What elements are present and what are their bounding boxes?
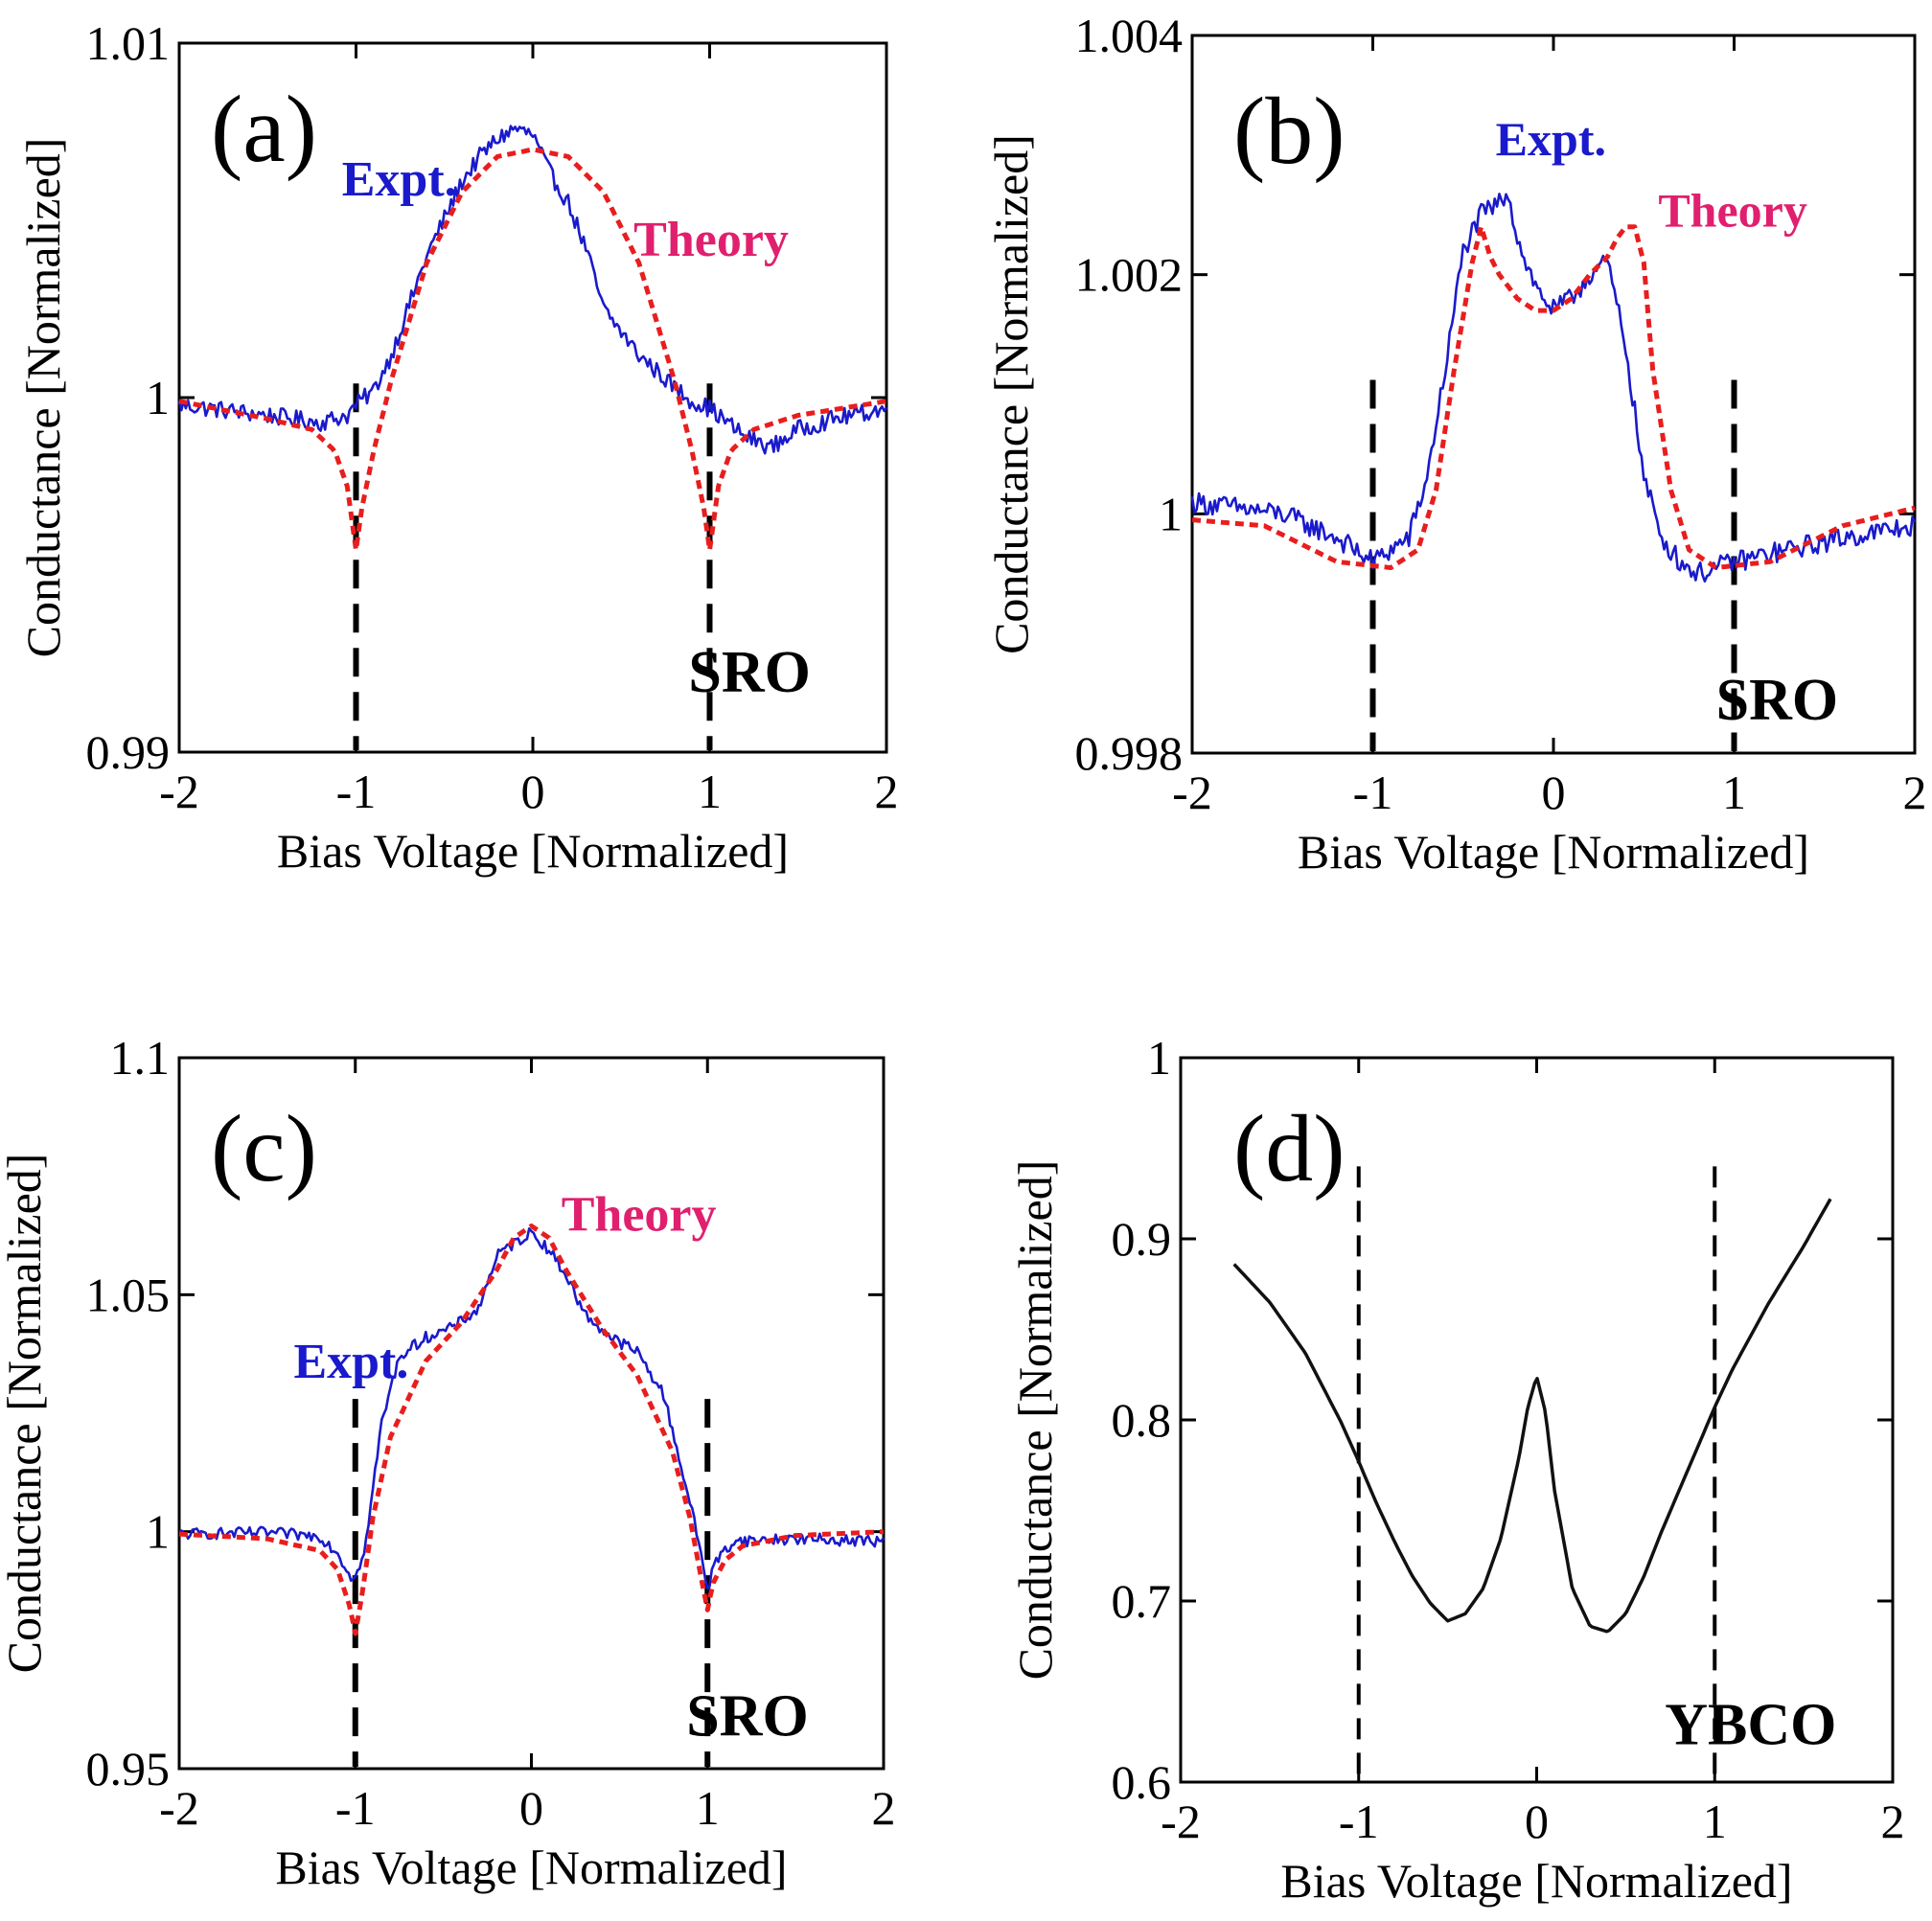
x-tick-label: 1 (1703, 1795, 1727, 1848)
x-tick-label: 0 (521, 765, 545, 818)
series-label: Expt. (293, 1335, 408, 1389)
theory-curve (1191, 224, 1916, 570)
x-tick-label: 2 (872, 1781, 896, 1835)
y-tick-label: 0.9 (1112, 1212, 1172, 1266)
x-tick-label: -1 (336, 765, 377, 818)
expt-curve (177, 125, 888, 455)
x-tick-label: 1 (698, 765, 722, 818)
sample-label: SRO (688, 640, 810, 705)
theory-curve (178, 147, 887, 553)
series-label: Theory (633, 213, 789, 267)
series-label: Expt. (342, 152, 457, 207)
panel-d: (d) Bias Voltage [Normalized] Conductanc… (1008, 1031, 1905, 1908)
x-tick-label: 2 (875, 765, 899, 818)
x-tick-label: 2 (1903, 766, 1927, 819)
y-tick-label: 1.01 (86, 16, 171, 70)
x-tick-label: -1 (335, 1781, 376, 1835)
y-axis-label: Conductance [Normalized] (1008, 1160, 1062, 1681)
y-tick-label: 0.7 (1112, 1574, 1172, 1628)
theory-curve (178, 1223, 885, 1636)
x-tick-label: -2 (1161, 1795, 1201, 1848)
y-tick-label: 1 (146, 371, 170, 424)
x-axis-label: Bias Voltage [Normalized] (1280, 1854, 1792, 1908)
x-tick-label: 0 (519, 1781, 543, 1835)
y-tick-label: 0.8 (1112, 1393, 1172, 1447)
series-label: Theory (562, 1188, 717, 1243)
x-tick-label: 1 (696, 1781, 720, 1835)
panel-c: (c) Bias Voltage [Normalized] Conductanc… (0, 1031, 896, 1894)
x-axis-label: Bias Voltage [Normalized] (277, 824, 789, 878)
y-axis-label: Conductance [Normalized] (0, 1154, 51, 1674)
x-tick-label: 0 (1525, 1795, 1549, 1848)
ybco-curve (1232, 1198, 1832, 1634)
panel-b: (b) Bias Voltage [Normalized] Conductanc… (984, 9, 1927, 879)
y-tick-label: 0.998 (1075, 726, 1184, 780)
y-tick-label: 1 (1147, 1031, 1171, 1085)
x-tick-label: -1 (1353, 766, 1393, 819)
expt-curve (178, 1227, 886, 1590)
y-axis-label: Conductance [Normalized] (16, 138, 70, 658)
y-tick-label: 1 (146, 1505, 170, 1559)
series-label: Theory (1658, 184, 1807, 238)
y-tick-label: 0.99 (86, 725, 171, 779)
series-label: Expt. (1496, 112, 1606, 166)
panel-label: (a) (211, 76, 317, 182)
x-axis-label: Bias Voltage [Normalized] (1298, 825, 1809, 879)
x-tick-label: 2 (1881, 1795, 1905, 1848)
x-tick-label: -2 (159, 765, 199, 818)
x-tick-label: 0 (1542, 766, 1566, 819)
sample-label: YBCO (1665, 1692, 1836, 1757)
x-tick-label: -1 (1339, 1795, 1379, 1848)
y-tick-label: 1.05 (86, 1268, 171, 1321)
x-axis-label: Bias Voltage [Normalized] (275, 1841, 787, 1894)
expt-curve (1190, 193, 1917, 583)
panel-a: (a) Bias Voltage [Normalized] Conductanc… (16, 16, 899, 878)
panel-label: (d) (1233, 1095, 1346, 1201)
panel-label: (c) (211, 1095, 317, 1201)
y-tick-label: 0.6 (1112, 1755, 1172, 1809)
x-tick-label: 1 (1722, 766, 1746, 819)
x-tick-label: -2 (159, 1781, 199, 1835)
y-tick-label: 1.004 (1075, 9, 1184, 62)
sample-label: SRO (1716, 668, 1838, 733)
sample-label: SRO (686, 1683, 808, 1749)
y-tick-label: 1.1 (110, 1031, 171, 1085)
x-tick-label: -2 (1172, 766, 1212, 819)
panel-label: (b) (1233, 78, 1346, 184)
y-tick-label: 0.95 (86, 1742, 171, 1795)
y-axis-label: Conductance [Normalized] (984, 134, 1038, 654)
y-tick-label: 1.002 (1075, 248, 1184, 302)
y-tick-label: 1 (1159, 487, 1183, 540)
